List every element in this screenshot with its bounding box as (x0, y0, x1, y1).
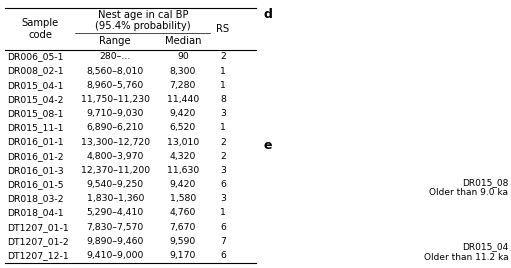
Text: DR016_01-1: DR016_01-1 (7, 137, 64, 147)
Text: d: d (263, 8, 272, 21)
Text: 9,540–9,250: 9,540–9,250 (87, 180, 144, 189)
Text: 6: 6 (220, 251, 226, 260)
Text: 7,830–7,570: 7,830–7,570 (87, 223, 144, 232)
Text: 6,890–6,210: 6,890–6,210 (86, 123, 144, 132)
Text: 9,410–9,000: 9,410–9,000 (86, 251, 144, 260)
Text: 280–…: 280–… (100, 53, 131, 61)
Text: DR016_01-2: DR016_01-2 (7, 152, 64, 161)
Text: 4,800–3,970: 4,800–3,970 (86, 152, 144, 161)
Text: DR018_03-2: DR018_03-2 (7, 194, 64, 203)
Text: 8: 8 (220, 95, 226, 104)
Text: DR006_05-1: DR006_05-1 (7, 53, 64, 61)
Text: 8,960–5,760: 8,960–5,760 (87, 81, 144, 90)
Text: Nest age in cal BP
(95.4% probability): Nest age in cal BP (95.4% probability) (95, 10, 191, 31)
Text: Median: Median (165, 36, 201, 46)
Text: 1: 1 (220, 209, 226, 218)
Text: 9,420: 9,420 (170, 109, 196, 118)
Text: 9,420: 9,420 (170, 180, 196, 189)
Text: DT1207_01-2: DT1207_01-2 (7, 237, 69, 246)
Text: DR015_04-1: DR015_04-1 (7, 81, 64, 90)
Text: 1: 1 (220, 81, 226, 90)
Text: DR008_02-1: DR008_02-1 (7, 67, 64, 76)
Text: DR015_04
Older than 11.2 ka: DR015_04 Older than 11.2 ka (424, 242, 508, 262)
Text: 11,750–11,230: 11,750–11,230 (81, 95, 150, 104)
Text: DT1207_01-1: DT1207_01-1 (7, 223, 69, 232)
Text: 9,170: 9,170 (170, 251, 196, 260)
Text: 13,300–12,720: 13,300–12,720 (81, 137, 150, 147)
Text: 1: 1 (220, 67, 226, 76)
Text: DR018_04-1: DR018_04-1 (7, 209, 64, 218)
Text: 11,440: 11,440 (167, 95, 199, 104)
Text: 1,830–1,360: 1,830–1,360 (86, 194, 144, 203)
Text: 90: 90 (177, 53, 189, 61)
Text: DR015_04-2: DR015_04-2 (7, 95, 64, 104)
Text: 13,010: 13,010 (167, 137, 199, 147)
Text: 6,520: 6,520 (170, 123, 196, 132)
Text: 8,560–8,010: 8,560–8,010 (87, 67, 144, 76)
Text: 4,760: 4,760 (170, 209, 196, 218)
Text: 3: 3 (220, 194, 226, 203)
Text: Sample
code: Sample code (21, 18, 59, 40)
Text: 3: 3 (220, 166, 226, 175)
Text: 1,580: 1,580 (170, 194, 196, 203)
Text: 1: 1 (220, 123, 226, 132)
Text: DR015_08-1: DR015_08-1 (7, 109, 64, 118)
Text: 2: 2 (220, 137, 226, 147)
Text: 7: 7 (220, 237, 226, 246)
Text: DR015_08
Older than 9.0 ka: DR015_08 Older than 9.0 ka (429, 178, 508, 197)
Text: DR016_01-5: DR016_01-5 (7, 180, 64, 189)
Text: 7,670: 7,670 (170, 223, 196, 232)
Text: DT1207_12-1: DT1207_12-1 (7, 251, 69, 260)
Text: 2: 2 (220, 53, 226, 61)
Text: 7,280: 7,280 (170, 81, 196, 90)
Text: RS: RS (216, 24, 229, 34)
Text: Range: Range (100, 36, 131, 46)
Text: 8,300: 8,300 (170, 67, 196, 76)
Text: 4,320: 4,320 (170, 152, 196, 161)
Text: 9,710–9,030: 9,710–9,030 (86, 109, 144, 118)
Text: 2: 2 (220, 152, 226, 161)
Text: 6: 6 (220, 180, 226, 189)
Text: 11,630: 11,630 (167, 166, 199, 175)
Text: 9,890–9,460: 9,890–9,460 (86, 237, 144, 246)
Text: 3: 3 (220, 109, 226, 118)
Text: e: e (263, 139, 272, 152)
Text: DR015_11-1: DR015_11-1 (7, 123, 64, 132)
Text: 12,370–11,200: 12,370–11,200 (81, 166, 150, 175)
Text: 6: 6 (220, 223, 226, 232)
Text: 5,290–4,410: 5,290–4,410 (87, 209, 144, 218)
Text: 9,590: 9,590 (170, 237, 196, 246)
Text: DR016_01-3: DR016_01-3 (7, 166, 64, 175)
